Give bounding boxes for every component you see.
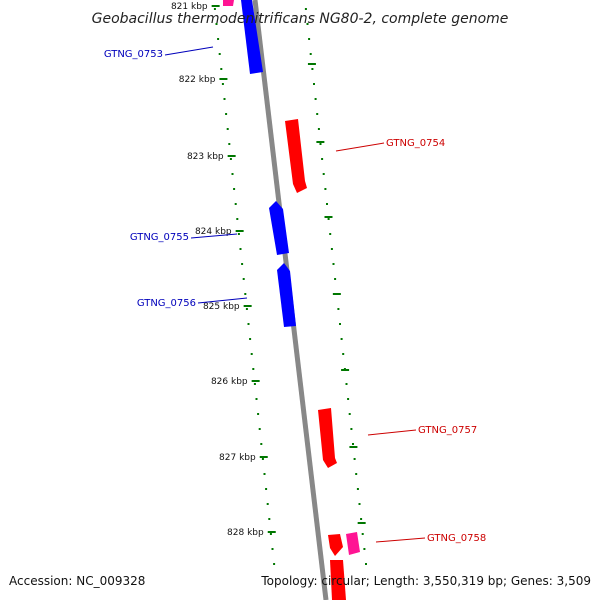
tick-label: 826 kbp xyxy=(211,377,248,387)
tick-label: 821 kbp xyxy=(171,2,208,12)
gene-leader-line xyxy=(375,537,426,543)
gene-label[interactable]: GTNG_0758 xyxy=(427,533,486,544)
gene-label[interactable]: GTNG_0754 xyxy=(386,138,445,149)
tick-label: 824 kbp xyxy=(195,227,232,237)
accession-text: Accession: NC_009328 xyxy=(9,574,146,588)
tick-label: 828 kbp xyxy=(227,528,264,538)
gene-feature-pink[interactable] xyxy=(346,532,360,555)
gene-gtng-0755[interactable] xyxy=(269,201,289,255)
gene-feature-top[interactable] xyxy=(223,0,234,6)
gene-label[interactable]: GTNG_0756 xyxy=(137,298,196,309)
gene-leader-line xyxy=(367,429,417,436)
gene-labels: GTNG_0753 GTNG_0754 GTNG_0755 GTNG_0756 GTNG… xyxy=(104,46,486,544)
gene-feature-bottom[interactable] xyxy=(330,560,346,600)
strand-track-dots xyxy=(213,8,367,565)
gene-gtng-0757[interactable] xyxy=(318,408,337,468)
tick-label: 822 kbp xyxy=(179,75,216,85)
kbp-ticks: 821 kbp 822 kbp 823 kbp 824 kbp 825 kbp 826 k… xyxy=(171,2,366,538)
gene-leader-line xyxy=(335,142,385,152)
gene-leader-line xyxy=(164,46,214,56)
gene-gtng-0754[interactable] xyxy=(285,119,307,193)
gene-leader-line xyxy=(197,297,248,304)
gene-label[interactable]: GTNG_0757 xyxy=(418,425,477,436)
gene-gtng-0758[interactable] xyxy=(328,534,343,556)
tick-label: 825 kbp xyxy=(203,302,240,312)
gene-leader-line xyxy=(190,233,238,239)
tick-label: 827 kbp xyxy=(219,453,256,463)
map-title: Geobacillus thermodenitrificans NG80-2, … xyxy=(92,11,509,27)
gene-gtng-0753[interactable] xyxy=(241,0,263,74)
gene-features xyxy=(223,0,360,600)
gene-gtng-0756[interactable] xyxy=(277,263,296,327)
gene-label[interactable]: GTNG_0753 xyxy=(104,49,163,60)
genome-summary-text: Topology: circular; Length: 3,550,319 bp… xyxy=(261,574,591,588)
tick-label: 823 kbp xyxy=(187,152,224,162)
gene-label[interactable]: GTNG_0755 xyxy=(130,232,189,243)
